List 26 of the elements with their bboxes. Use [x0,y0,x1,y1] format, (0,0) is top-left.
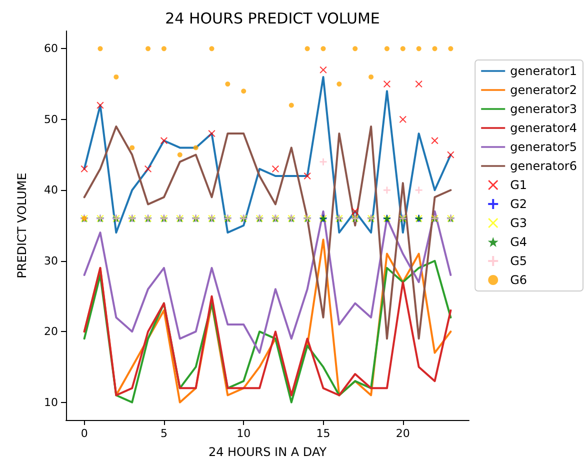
legend-label: generator2 [510,83,577,97]
y-tick-label: 60 [44,42,58,56]
y-tick-label: 10 [44,396,58,409]
legend-label: G5 [510,254,528,268]
y-tick-label: 20 [44,325,58,338]
legend-label: generator5 [510,140,577,154]
x-tick-label: 20 [396,427,410,440]
legend-label: G1 [510,178,528,192]
chart-title: 24 HOURS PREDICT VOLUME [165,10,380,28]
y-tick-label: 30 [44,254,58,268]
y-tick-label: 50 [44,112,58,126]
y-axis-title: PREDICT VOLUME [15,172,29,278]
legend-label: G2 [510,197,528,211]
legend-label: G3 [510,216,528,230]
legend-label: generator1 [510,64,577,78]
legend-label: generator3 [510,102,577,116]
y-tick-label: 40 [44,184,58,197]
legend-label: G6 [510,273,528,287]
x-tick-label: 15 [316,427,330,440]
legend-label: G4 [510,235,528,249]
x-axis-title: 24 HOURS IN A DAY [208,445,328,459]
legend-label: generator6 [510,159,577,173]
x-tick-label: 0 [80,427,88,440]
legend-label: generator4 [510,121,577,135]
x-tick-label: 10 [236,427,251,440]
x-tick-label: 5 [160,427,168,440]
